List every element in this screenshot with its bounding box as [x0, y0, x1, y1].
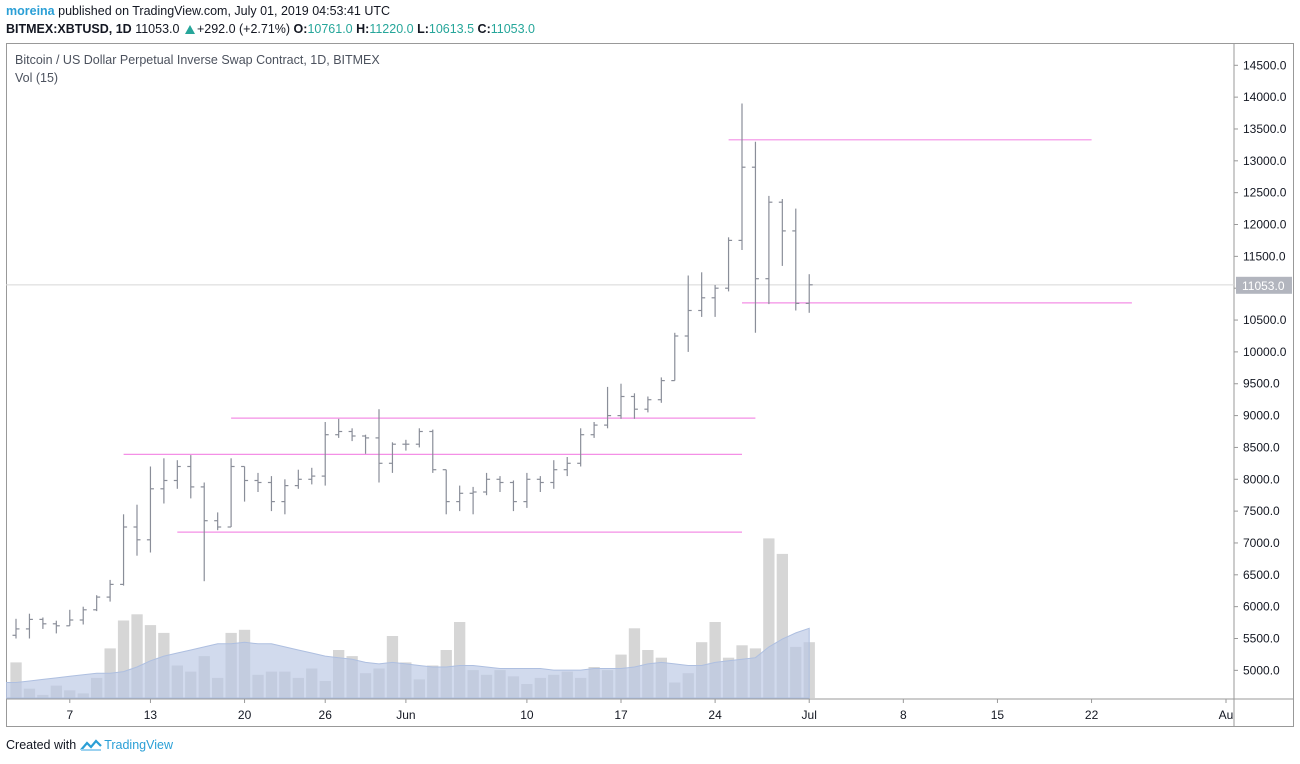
time-tick-label: 8: [900, 708, 907, 722]
tradingview-link[interactable]: TradingView: [104, 738, 173, 752]
time-tick-label: 26: [319, 708, 333, 722]
time-tick-label: Jul: [802, 708, 817, 722]
open-value: 10761.0: [307, 22, 353, 36]
last-price-tag: [1236, 276, 1292, 294]
price-tick-label: 12000.0: [1243, 218, 1287, 232]
time-tick-label: 7: [66, 708, 73, 722]
volume-bar: [454, 622, 466, 698]
symbol-line: BITMEX:XBTUSD, 1D 11053.0 +292.0 (+2.71%…: [6, 22, 535, 36]
up-arrow-icon: [184, 25, 195, 34]
volume-bar: [776, 553, 788, 699]
created-with-text: Created with: [6, 738, 77, 752]
time-tick-label: Jun: [396, 708, 415, 722]
price-tick-label: 7500.0: [1243, 504, 1280, 518]
volume-bar: [763, 538, 775, 699]
open-label: O:: [293, 22, 308, 36]
price-tick-label: 5500.0: [1243, 632, 1280, 646]
chart-frame: [6, 43, 1294, 727]
author-link[interactable]: moreina: [6, 4, 55, 18]
low-value: 10613.5: [428, 22, 475, 36]
price-tick-label: 5000.0: [1243, 663, 1280, 677]
volume-legend: Vol (15): [15, 71, 59, 85]
volume-bar: [709, 622, 721, 698]
time-tick-label: 15: [991, 708, 1005, 722]
close-value: 11053.0: [490, 22, 536, 36]
price-tick-label: 8500.0: [1243, 440, 1280, 454]
footer: Created with TradingView: [6, 738, 173, 752]
symbol-name: BITMEX:XBTUSD, 1D: [6, 22, 132, 36]
time-tick-label: 10: [520, 708, 534, 722]
price-tick-label: 13500.0: [1243, 122, 1287, 136]
price-chart[interactable]: 5000.0 5500.0 6000.0 6500.0 7000.0 7500.0 8000…: [6, 43, 1294, 727]
time-tick-label: Au: [1219, 708, 1234, 722]
price-tick-label: 10500.0: [1243, 313, 1287, 327]
last-price-tag-label: 11053.0: [1242, 279, 1285, 293]
price-tick-label: 6500.0: [1243, 568, 1280, 582]
price-tick-label: 9500.0: [1243, 377, 1280, 391]
price-tick-label: 11500.0: [1243, 249, 1286, 263]
price-tick-label: 10000.0: [1243, 345, 1287, 359]
time-tick-label: 17: [614, 708, 628, 722]
tradingview-logo-icon: [80, 739, 102, 751]
volume-bar: [131, 614, 143, 698]
close-label: C:: [477, 22, 491, 36]
price-tick-label: 6000.0: [1243, 600, 1280, 614]
price-tick-label: 14500.0: [1243, 58, 1287, 72]
price-tick-label: 12500.0: [1243, 186, 1287, 200]
price-tick-label: 9000.0: [1243, 409, 1280, 423]
price-tick-label: 8000.0: [1243, 472, 1280, 486]
high-value: 11220.0: [369, 22, 414, 36]
published-text: published on TradingView.com, July 01, 2…: [58, 4, 391, 18]
publish-info: moreina published on TradingView.com, Ju…: [6, 4, 390, 18]
last-price: 11053.0: [135, 22, 180, 36]
time-tick-label: 24: [708, 708, 722, 722]
price-tick-label: 13000.0: [1243, 154, 1287, 168]
price-tick-label: 14000.0: [1243, 90, 1287, 104]
volume-ma-area: [6, 627, 810, 699]
volume-bar: [628, 628, 641, 699]
low-label: L:: [417, 22, 429, 36]
time-tick-label: 20: [238, 708, 252, 722]
chart-title: Bitcoin / US Dollar Perpetual Inverse Sw…: [15, 53, 380, 67]
price-change: +292.0 (+2.71%): [196, 22, 291, 36]
high-label: H:: [356, 22, 370, 36]
volume-bar: [10, 662, 22, 698]
volume-bar: [117, 620, 130, 698]
time-tick-label: 22: [1085, 708, 1099, 722]
time-tick-label: 13: [144, 708, 158, 722]
price-tick-label: 7000.0: [1243, 536, 1280, 550]
